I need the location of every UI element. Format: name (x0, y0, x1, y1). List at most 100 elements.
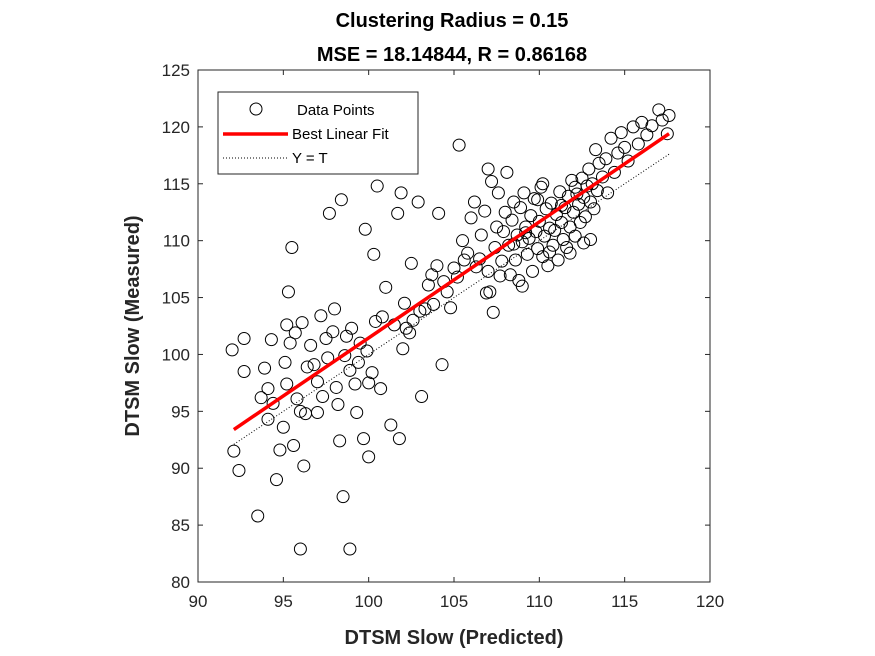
data-point (500, 165, 514, 179)
data-point (333, 434, 347, 448)
data-point (266, 396, 280, 410)
data-point (343, 542, 357, 556)
data-point (645, 119, 659, 133)
data-point (604, 131, 618, 145)
data-point (531, 193, 545, 207)
data-point (491, 186, 505, 200)
data-point (334, 193, 348, 207)
data-point (367, 247, 381, 261)
data-point (411, 195, 425, 209)
data-point (338, 349, 352, 363)
data-point (631, 137, 645, 151)
data-point (582, 162, 596, 176)
data-point (251, 509, 265, 523)
data-point (652, 103, 666, 117)
data-point (300, 360, 314, 374)
y-tick-label: 105 (162, 289, 190, 308)
data-point (551, 253, 565, 267)
data-point (392, 432, 406, 446)
data-point (456, 234, 470, 248)
data-point (322, 206, 336, 220)
data-point (280, 318, 294, 332)
y-axis-ticks: 80 85 90 95 100 105 110 115 120 125 (162, 61, 710, 592)
data-point (515, 235, 529, 249)
data-point (345, 321, 359, 335)
data-point (435, 358, 449, 372)
data-point (584, 233, 598, 247)
data-point (398, 296, 412, 310)
legend-marker-data-points (249, 102, 263, 116)
data-point (478, 204, 492, 218)
y-tick-label: 95 (171, 402, 190, 421)
data-point (481, 264, 495, 278)
x-tick-label: 100 (354, 592, 382, 611)
data-point (319, 332, 333, 346)
y-tick-label: 115 (163, 175, 190, 194)
data-point (343, 363, 357, 377)
y-tick-label: 80 (171, 573, 190, 592)
data-point (432, 206, 446, 220)
data-point (418, 302, 432, 316)
data-point (310, 405, 324, 419)
data-point (607, 165, 621, 179)
data-point (357, 432, 371, 446)
data-point (288, 326, 302, 340)
data-point (264, 333, 278, 347)
data-point (278, 355, 292, 369)
data-point (375, 310, 389, 324)
data-point (227, 444, 241, 458)
data-point (543, 245, 557, 259)
data-point (254, 391, 268, 405)
data-point (232, 463, 246, 477)
data-point (544, 196, 558, 210)
data-point (577, 236, 591, 250)
data-point (508, 253, 522, 267)
data-point (563, 246, 577, 260)
data-point (283, 336, 297, 350)
data-point (481, 162, 495, 176)
data-point (329, 380, 343, 394)
data-point (541, 259, 555, 273)
data-point (365, 366, 379, 380)
data-point (415, 390, 429, 404)
x-axis-label: DTSM Slow (Predicted) (345, 627, 564, 649)
data-point (587, 202, 601, 216)
y-axis-label: DTSM Slow (Measured) (122, 215, 144, 436)
data-point (304, 338, 318, 352)
data-point (555, 198, 569, 212)
data-point (498, 205, 512, 219)
data-point (592, 156, 606, 170)
data-point (370, 179, 384, 193)
data-point (568, 229, 582, 243)
data-point (655, 113, 669, 127)
data-point (237, 365, 251, 379)
data-point (450, 270, 464, 284)
x-tick-label: 95 (274, 592, 293, 611)
data-point (452, 138, 466, 152)
chart-title: Clustering Radius = 0.15 (336, 10, 569, 32)
data-point (485, 175, 499, 189)
data-point (584, 195, 598, 209)
data-point (374, 382, 388, 396)
data-point (589, 143, 603, 157)
data-point (310, 375, 324, 389)
data-point (493, 269, 507, 283)
data-point (403, 326, 417, 340)
data-point (548, 223, 562, 237)
x-tick-label: 105 (440, 592, 468, 611)
data-point (293, 542, 307, 556)
data-point (350, 405, 364, 419)
data-point (635, 115, 649, 129)
data-point (358, 222, 372, 236)
y-tick-label: 90 (171, 459, 190, 478)
data-point (626, 120, 640, 134)
y-tick-label: 85 (171, 516, 190, 535)
data-point (532, 214, 546, 228)
data-point (237, 332, 251, 346)
data-point (290, 392, 304, 406)
data-point (307, 358, 321, 372)
data-point (490, 220, 504, 234)
data-point (285, 240, 299, 254)
data-point (404, 256, 418, 270)
